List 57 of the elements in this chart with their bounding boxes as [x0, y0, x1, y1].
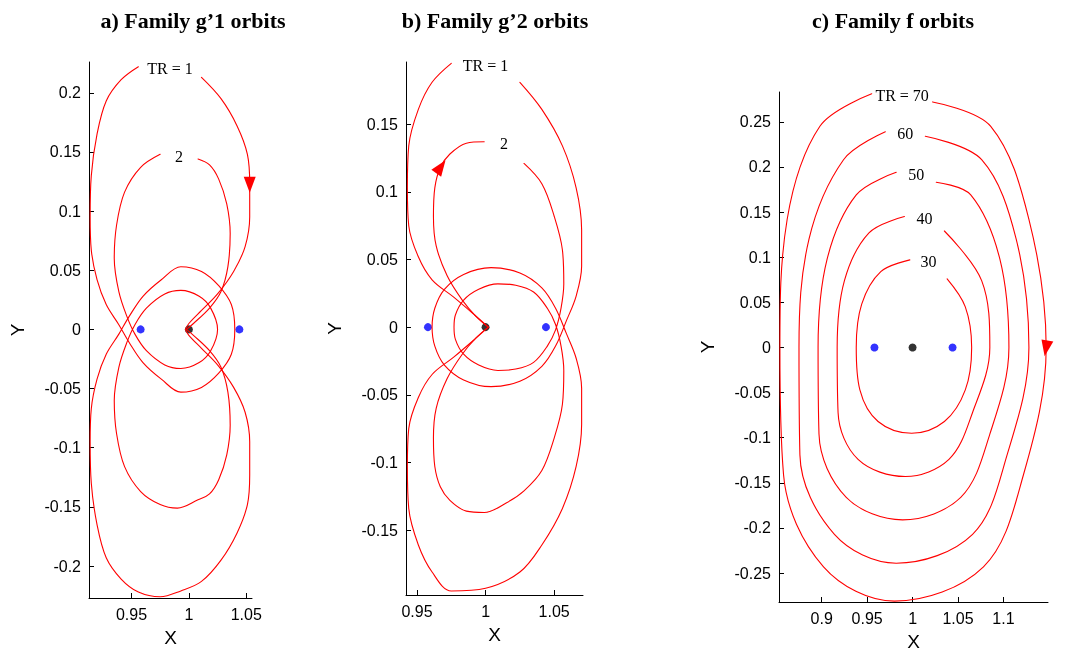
y-tick-label: 0.15 [739, 203, 772, 221]
y-axis-title: Y [324, 321, 345, 335]
y-tick-label: -0.15 [734, 474, 772, 492]
annotation: 50 [908, 165, 925, 183]
y-tick-label: 0.2 [748, 158, 772, 176]
chart-title: c) Family f orbits [812, 7, 975, 33]
x-axis-title: X [164, 627, 178, 648]
x-tick-label: 0.95 [851, 609, 883, 627]
y-tick-label: 0.05 [49, 261, 82, 279]
annotation: 2 [500, 135, 509, 153]
x-tick-label: 0.95 [115, 605, 148, 623]
line-series [817, 171, 1010, 521]
y-tick-label: -0.1 [53, 439, 82, 457]
annotation: TR = 1 [462, 56, 509, 74]
y-tick-label: -0.05 [44, 380, 82, 398]
annotation: 60 [897, 125, 914, 143]
y-tick-label: 0.2 [58, 84, 82, 102]
y-tick-label: 0.15 [49, 143, 82, 161]
chart-title: b) Family g’2 orbits [401, 7, 589, 33]
y-tick-label: -0.05 [734, 384, 772, 402]
y-tick-label: 0 [762, 338, 772, 356]
y-tick-label: 0.1 [58, 202, 82, 220]
y-tick-label: 0.05 [739, 293, 772, 311]
y-tick-label: 0.1 [375, 183, 399, 201]
x-tick-label: 1.1 [992, 609, 1015, 627]
x-tick-label: 0.9 [810, 609, 833, 627]
x-tick-label: 1 [184, 605, 194, 623]
y-axis-title: Y [7, 323, 28, 337]
x-tick-label: 1 [481, 602, 491, 620]
y-tick-label: -0.15 [44, 498, 82, 516]
y-tick-label: -0.1 [743, 429, 772, 447]
x-tick-label: 1.05 [942, 609, 974, 627]
y-tick-label: 0 [72, 320, 82, 338]
chart-title: a) Family g’1 orbits [100, 7, 286, 33]
y-tick-label: -0.2 [743, 519, 772, 537]
x-tick-label: 1.05 [230, 605, 262, 623]
annotation: 2 [175, 147, 184, 165]
x-axis-title: X [488, 624, 502, 645]
annotation: 40 [916, 210, 933, 228]
y-tick-label: -0.05 [361, 386, 399, 404]
y-axis-title: Y [697, 340, 718, 354]
x-tick-label: 0.95 [401, 602, 433, 620]
x-axis-title: X [907, 631, 921, 652]
x-tick-label: 1 [908, 609, 918, 627]
annotation: TR = 70 [875, 87, 929, 105]
y-tick-label: -0.15 [361, 521, 399, 539]
y-tick-label: -0.2 [53, 557, 82, 575]
x-tick-label: 1.05 [538, 602, 570, 620]
y-tick-label: 0.1 [748, 248, 772, 266]
y-tick-label: -0.25 [734, 564, 772, 582]
y-tick-label: -0.1 [370, 453, 399, 471]
y-tick-label: 0 [389, 318, 399, 336]
annotation: 30 [920, 253, 937, 271]
annotation: TR = 1 [147, 60, 193, 78]
y-tick-label: 0.05 [366, 251, 399, 269]
y-tick-label: 0.25 [739, 113, 772, 131]
y-tick-label: 0.15 [366, 115, 399, 133]
